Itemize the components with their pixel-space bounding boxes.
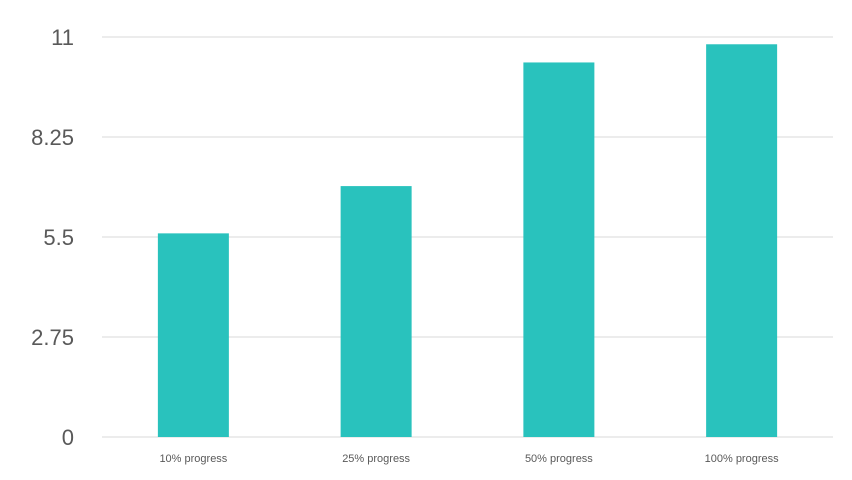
bar-4	[706, 44, 778, 437]
y-tick-label: 5.5	[43, 225, 74, 250]
y-tick-label: 0	[62, 425, 74, 450]
bar-3	[523, 62, 595, 438]
x-tick-label: 100% progress	[705, 453, 779, 465]
bar-1	[157, 233, 229, 437]
y-axis-ticks: 0 2.75 5.5 8.25 11	[31, 25, 74, 450]
x-tick-label: 25% progress	[342, 453, 410, 465]
y-tick-label: 2.75	[31, 325, 74, 350]
y-tick-label: 8.25	[31, 125, 74, 150]
x-axis-ticks: 10% progress 25% progress 50% progress 100%…	[159, 453, 779, 465]
x-tick-label: 10% progress	[159, 453, 227, 465]
bars	[157, 44, 778, 438]
x-tick-label: 50% progress	[525, 453, 593, 465]
y-tick-label: 11	[51, 25, 74, 50]
bar-2	[340, 186, 412, 437]
